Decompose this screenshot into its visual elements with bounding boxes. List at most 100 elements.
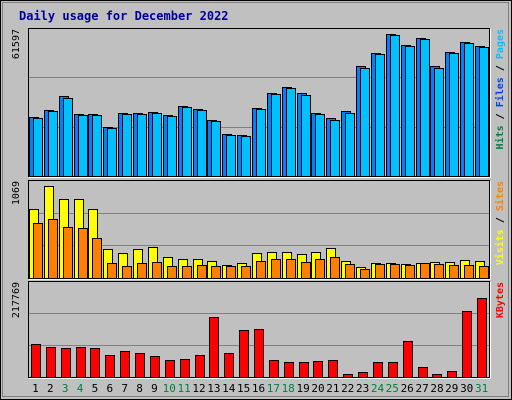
bar-hits-files-day-12 [197,110,207,177]
bar-kbytes-kbytes-day-8 [135,353,145,378]
x-tick-label: 19 [296,382,309,395]
bar-hits-files-day-26 [405,46,415,177]
bar-kbytes-kbytes-day-19 [299,362,309,378]
bar-hits-files-day-2 [48,111,58,177]
x-tick-label: 13 [207,382,220,395]
x-tick-label: 15 [237,382,250,395]
legend-entry: Pages [495,29,506,59]
bar-kbytes-kbytes-day-13 [209,317,219,378]
bar-kbytes-kbytes-day-18 [284,362,294,378]
bar-visits-sites-day-27 [420,263,430,279]
bar-hits-files-day-20 [315,114,325,177]
x-tick-label: 31 [475,382,488,395]
bar-visits-sites-day-9 [152,262,162,279]
bar-visits-sites-day-1 [33,223,43,279]
bar-kbytes-kbytes-day-29 [447,371,457,378]
panel-hits-legend: Hits / Files / Pages [494,29,506,149]
bar-hits-files-day-27 [420,39,430,177]
bar-visits-sites-day-26 [405,265,415,279]
bar-hits-files-day-19 [301,95,311,177]
chart-title: Daily usage for December 2022 [19,9,229,23]
legend-entry: / [495,59,506,77]
x-tick-label: 28 [430,382,443,395]
bar-visits-sites-day-18 [286,259,296,279]
x-tick-label: 21 [326,382,339,395]
bar-kbytes-kbytes-day-11 [180,359,190,378]
legend-entry: Sites [494,181,506,211]
x-tick-label: 4 [77,382,84,395]
legend-entry: KBytes [495,282,506,318]
bar-kbytes-kbytes-day-21 [328,360,338,378]
bar-hits-files-day-11 [182,107,192,177]
bar-kbytes-kbytes-day-30 [462,311,472,378]
bar-visits-sites-day-12 [197,265,207,279]
bar-kbytes-kbytes-day-20 [313,361,323,378]
legend-entry: Hits [494,125,506,149]
x-tick-label: 5 [92,382,99,395]
x-tick-label: 29 [445,382,458,395]
bar-kbytes-kbytes-day-9 [150,356,160,378]
bar-hits-files-day-15 [241,136,251,177]
bar-kbytes-kbytes-day-28 [432,374,442,378]
bar-hits-files-day-18 [286,88,296,177]
bar-hits-files-day-23 [360,68,370,177]
bar-hits-files-day-6 [107,128,117,177]
bar-visits-sites-day-31 [479,266,489,279]
bar-kbytes-kbytes-day-2 [46,347,56,378]
x-tick-label: 7 [121,382,128,395]
x-tick-label: 17 [267,382,280,395]
x-tick-label: 3 [62,382,69,395]
bar-hits-files-day-4 [78,115,88,177]
bar-visits-sites-day-21 [330,257,340,279]
bar-hits-files-day-14 [226,135,236,177]
bar-hits-files-day-29 [449,53,459,177]
bar-kbytes-kbytes-day-16 [254,329,264,378]
x-tick-label: 27 [415,382,428,395]
bar-kbytes-kbytes-day-17 [269,360,279,378]
bar-kbytes-kbytes-day-10 [165,360,175,378]
bar-hits-files-day-13 [211,121,221,177]
bar-hits-files-day-22 [345,113,355,177]
bar-visits-sites-day-5 [92,238,102,279]
bar-kbytes-kbytes-day-24 [373,362,383,378]
bar-visits-sites-day-22 [345,264,355,279]
chart-panels: 61597 Hits / Files / Pages 1069 Visits / Si… [11,28,506,379]
bar-kbytes-kbytes-day-5 [90,348,100,378]
bar-hits-files-day-16 [256,109,266,177]
bar-visits-sites-day-16 [256,261,266,279]
bar-hits-files-day-21 [330,120,340,177]
bar-kbytes-kbytes-day-27 [418,367,428,378]
bar-visits-sites-day-28 [434,264,444,279]
bar-kbytes-kbytes-day-12 [195,355,205,378]
panel-visits-max-label: 1069 [11,181,22,205]
panel-kbytes-legend: KBytes [495,282,506,318]
bar-hits-files-day-25 [390,35,400,177]
bar-hits-files-day-17 [271,94,281,177]
bar-hits-files-day-24 [375,54,385,177]
bar-hits-files-day-28 [434,68,444,177]
bar-visits-sites-day-20 [315,259,325,279]
x-tick-label: 12 [192,382,205,395]
x-tick-label: 6 [106,382,113,395]
bar-visits-sites-day-30 [464,265,474,279]
bar-kbytes-kbytes-day-23 [358,372,368,378]
x-tick-label: 14 [222,382,236,395]
x-tick-label: 26 [401,382,414,395]
bar-visits-sites-day-11 [182,266,192,279]
legend-entry: / [495,211,506,229]
x-tick-label: 10 [163,382,176,395]
bar-visits-sites-day-24 [375,264,385,279]
bar-kbytes-kbytes-day-25 [388,362,398,378]
x-tick-label: 16 [252,382,265,395]
bar-visits-sites-day-7 [122,266,132,279]
panel-kbytes: 217769 KBytes [11,281,506,379]
bar-hits-files-day-30 [464,43,474,177]
bar-kbytes-kbytes-day-14 [224,353,234,378]
bar-visits-sites-day-23 [360,269,370,279]
legend-entry: Visits [494,229,506,265]
bar-kbytes-kbytes-day-3 [61,348,71,378]
x-tick-label: 11 [177,382,190,395]
bar-hits-files-day-5 [92,115,102,177]
x-tick-label: 18 [282,382,295,395]
